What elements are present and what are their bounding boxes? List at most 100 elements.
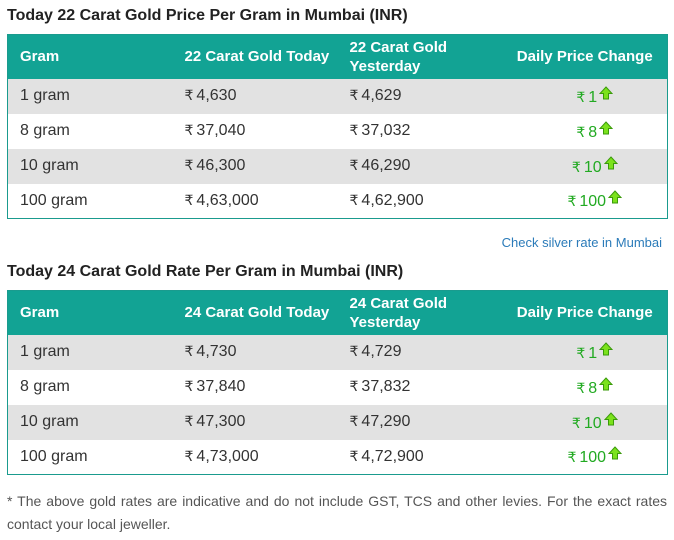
rupee-symbol: ₹ [576,379,586,396]
rupee-symbol: ₹ [184,87,194,103]
header-yesterday: 22 Carat Gold Yesterday [349,38,448,75]
price-change-value: 100 [579,193,607,211]
yesterday-price-cell: ₹4,629 [338,79,503,114]
gram-cell: 8 gram [20,122,70,139]
yesterday-price-cell: ₹46,290 [338,149,503,184]
today-price-cell: ₹4,63,000 [173,184,338,219]
price-change-cell: ₹1 [503,335,668,370]
price-change-cell: ₹100 [503,184,668,219]
table-row: 10 gram ₹47,300 ₹47,290 ₹10 [7,404,668,440]
rupee-symbol: ₹ [184,157,194,173]
rupee-symbol: ₹ [184,191,194,208]
today-price: 4,630 [196,87,237,104]
price-change-value: 8 [588,123,598,141]
price-change-cell: ₹8 [503,114,668,149]
gram-cell: 10 gram [20,413,79,430]
gram-cell: 1 gram [20,343,70,360]
header-yesterday: 24 Carat Gold Yesterday [349,294,448,331]
rupee-symbol: ₹ [184,447,194,464]
gram-cell: 1 gram [20,87,70,104]
price-change-value: 100 [579,449,607,467]
gold-24-title: Today 24 Carat Gold Rate Per Gram in Mum… [7,263,404,280]
rupee-symbol: ₹ [349,87,359,103]
today-price-cell: ₹4,630 [173,79,338,114]
gold-22-table: Gram 22 Carat Gold Today 22 Carat Gold Y… [7,34,668,219]
gram-cell: 10 gram [20,157,79,174]
yesterday-price-cell: ₹47,290 [338,405,503,440]
today-price: 37,040 [196,122,246,139]
price-change-value: 10 [583,158,602,176]
rupee-symbol: ₹ [571,158,581,175]
table-row: 8 gram ₹37,040 ₹37,032 ₹8 [7,113,668,149]
price-change-value: 8 [588,379,598,397]
price-change-cell: ₹8 [503,370,668,405]
rupee-symbol: ₹ [349,343,359,359]
table-row: 100 gram ₹4,63,000 ₹4,62,900 ₹100 [7,183,668,219]
table-row: 1 gram ₹4,730 ₹4,729 ₹1 [7,334,668,370]
rupee-symbol: ₹ [184,122,194,138]
table-row: 8 gram ₹37,840 ₹37,832 ₹8 [7,369,668,405]
price-change-value: 1 [588,88,598,106]
yesterday-price: 46,290 [361,157,411,174]
rupee-symbol: ₹ [567,193,577,210]
price-change-cell: ₹10 [503,149,668,184]
header-gram: Gram [20,48,60,66]
up-arrow-icon [608,190,623,204]
yesterday-price-cell: ₹37,032 [338,114,503,149]
rupee-symbol: ₹ [567,449,577,466]
up-arrow-icon [603,155,618,169]
yesterday-price: 4,62,900 [361,191,424,209]
yesterday-price: 47,290 [361,413,411,430]
up-arrow-icon [608,446,623,460]
today-price: 37,840 [196,378,246,395]
rupee-symbol: ₹ [349,157,359,173]
table-row: 10 gram ₹46,300 ₹46,290 ₹10 [7,148,668,184]
yesterday-price-cell: ₹4,72,900 [338,440,503,475]
price-change-value: 10 [583,414,602,432]
up-arrow-icon [599,341,614,355]
yesterday-price: 37,832 [361,378,411,395]
rupee-symbol: ₹ [576,88,586,105]
rupee-symbol: ₹ [184,343,194,359]
up-arrow-icon [599,120,614,134]
today-price-cell: ₹46,300 [173,149,338,184]
gram-cell: 8 gram [20,378,70,395]
today-price: 46,300 [196,157,246,174]
today-price-cell: ₹47,300 [173,405,338,440]
today-price-cell: ₹4,730 [173,335,338,370]
price-change-cell: ₹100 [503,440,668,475]
yesterday-price-cell: ₹37,832 [338,370,503,405]
rupee-symbol: ₹ [576,123,586,140]
header-today: 22 Carat Gold Today [184,48,330,66]
header-change: Daily Price Change [516,304,653,322]
price-change-cell: ₹1 [503,79,668,114]
table-row: 100 gram ₹4,73,000 ₹4,72,900 ₹100 [7,439,668,475]
rupee-symbol: ₹ [349,122,359,138]
up-arrow-icon [599,85,614,99]
rupee-symbol: ₹ [349,378,359,394]
up-arrow-icon [603,411,618,425]
rupee-symbol: ₹ [349,413,359,429]
yesterday-price-cell: ₹4,729 [338,335,503,370]
rupee-symbol: ₹ [184,378,194,394]
gold-24-table: Gram 24 Carat Gold Today 24 Carat Gold Y… [7,290,668,475]
table-header-row: Gram 24 Carat Gold Today 24 Carat Gold Y… [7,290,668,335]
header-today: 24 Carat Gold Today [184,304,330,322]
rupee-symbol: ₹ [184,413,194,429]
yesterday-price: 4,72,900 [361,447,424,465]
price-change-cell: ₹10 [503,405,668,440]
rupee-symbol: ₹ [349,191,359,208]
yesterday-price: 4,629 [361,87,402,104]
today-price: 47,300 [196,413,246,430]
gold-22-title: Today 22 Carat Gold Price Per Gram in Mu… [7,7,408,24]
today-price: 4,730 [196,343,237,360]
header-change: Daily Price Change [516,48,653,66]
table-header-row: Gram 22 Carat Gold Today 22 Carat Gold Y… [7,34,668,79]
gram-cell: 100 gram [20,191,88,209]
rupee-symbol: ₹ [576,344,586,361]
up-arrow-icon [599,376,614,390]
table-row: 1 gram ₹4,630 ₹4,629 ₹1 [7,78,668,114]
today-price-cell: ₹37,840 [173,370,338,405]
rupee-symbol: ₹ [571,414,581,431]
silver-rate-link[interactable]: Check silver rate in Mumbai [501,235,662,250]
